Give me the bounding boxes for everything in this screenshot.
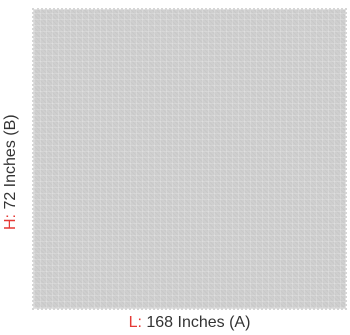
length-dimension-label: L: 168 Inches (A) — [34, 313, 345, 333]
length-prefix: L: — [128, 314, 142, 331]
height-prefix: H: — [2, 214, 19, 230]
length-value: 168 Inches (A) — [141, 314, 251, 331]
height-dimension-label: H: 72 Inches (B) — [1, 114, 21, 230]
height-value: 72 Inches (B) — [2, 114, 19, 214]
fabric-swatch — [32, 8, 347, 310]
